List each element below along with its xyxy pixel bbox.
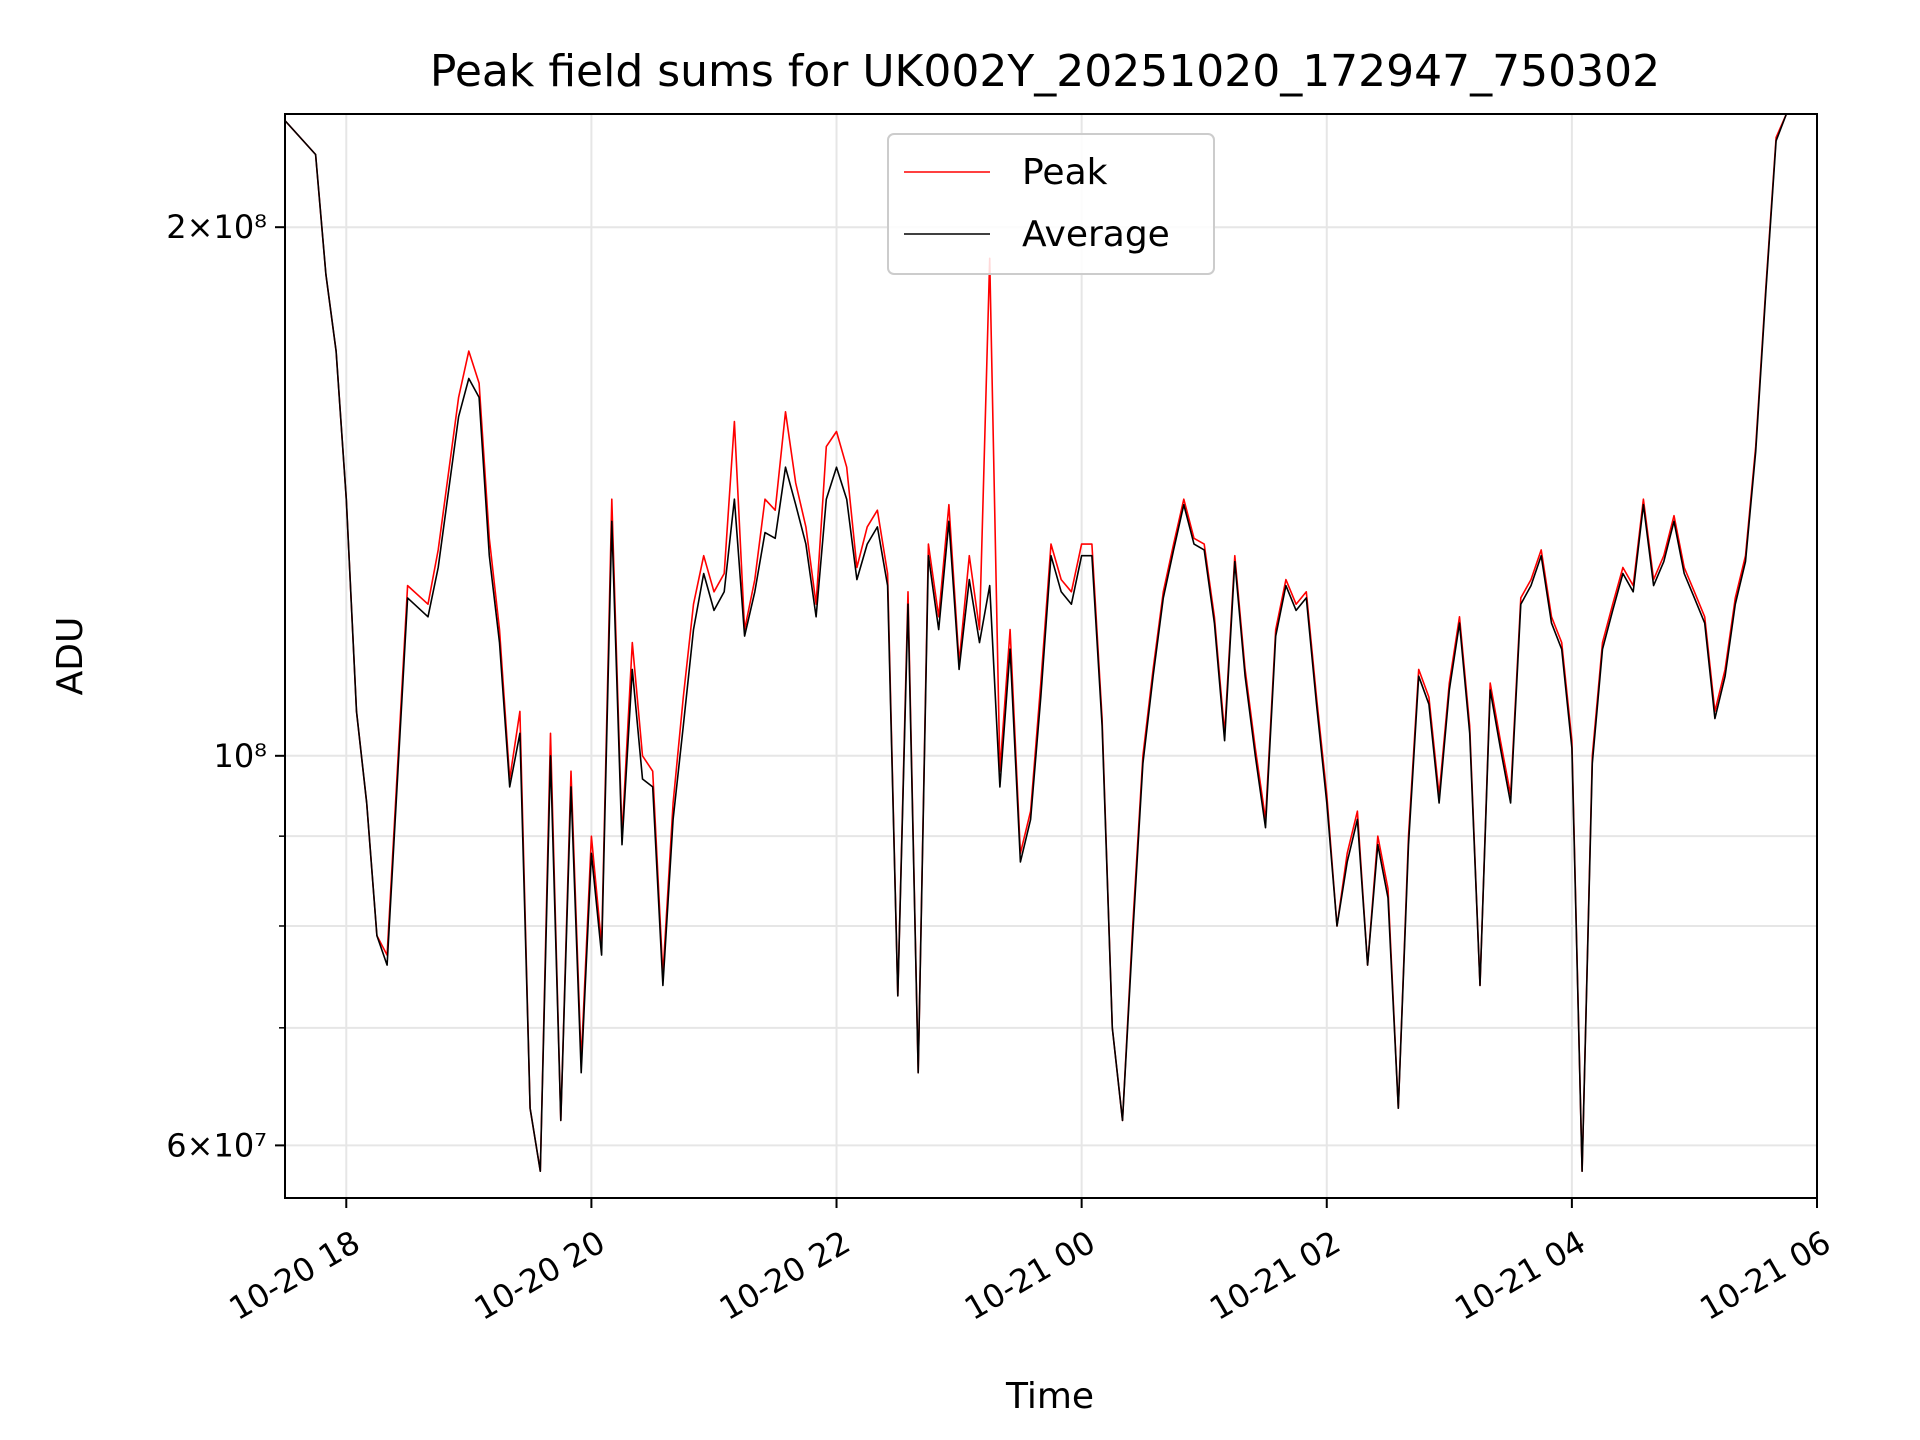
chart-title: Peak field sums for UK002Y_20251020_1729… <box>430 46 1660 97</box>
legend-label-average: Average <box>1022 214 1170 255</box>
y-tick-label: 6×10⁷ <box>166 1126 267 1164</box>
plot-frame <box>284 113 1818 1199</box>
x-axis-label: Time <box>1005 1376 1094 1417</box>
series-layer <box>284 113 1788 1172</box>
y-tick-label: 10⁸ <box>213 737 267 775</box>
legend-label-peak: Peak <box>1022 152 1108 193</box>
y-axis: 6×10⁷ 10⁸ 2×10⁸ <box>166 208 285 1164</box>
legend: Peak Average <box>887 133 1215 275</box>
y-tick-label: 2×10⁸ <box>166 208 267 246</box>
y-axis-label: ADU <box>50 617 91 696</box>
series-line-average <box>284 113 1788 1172</box>
legend-box <box>887 133 1215 275</box>
